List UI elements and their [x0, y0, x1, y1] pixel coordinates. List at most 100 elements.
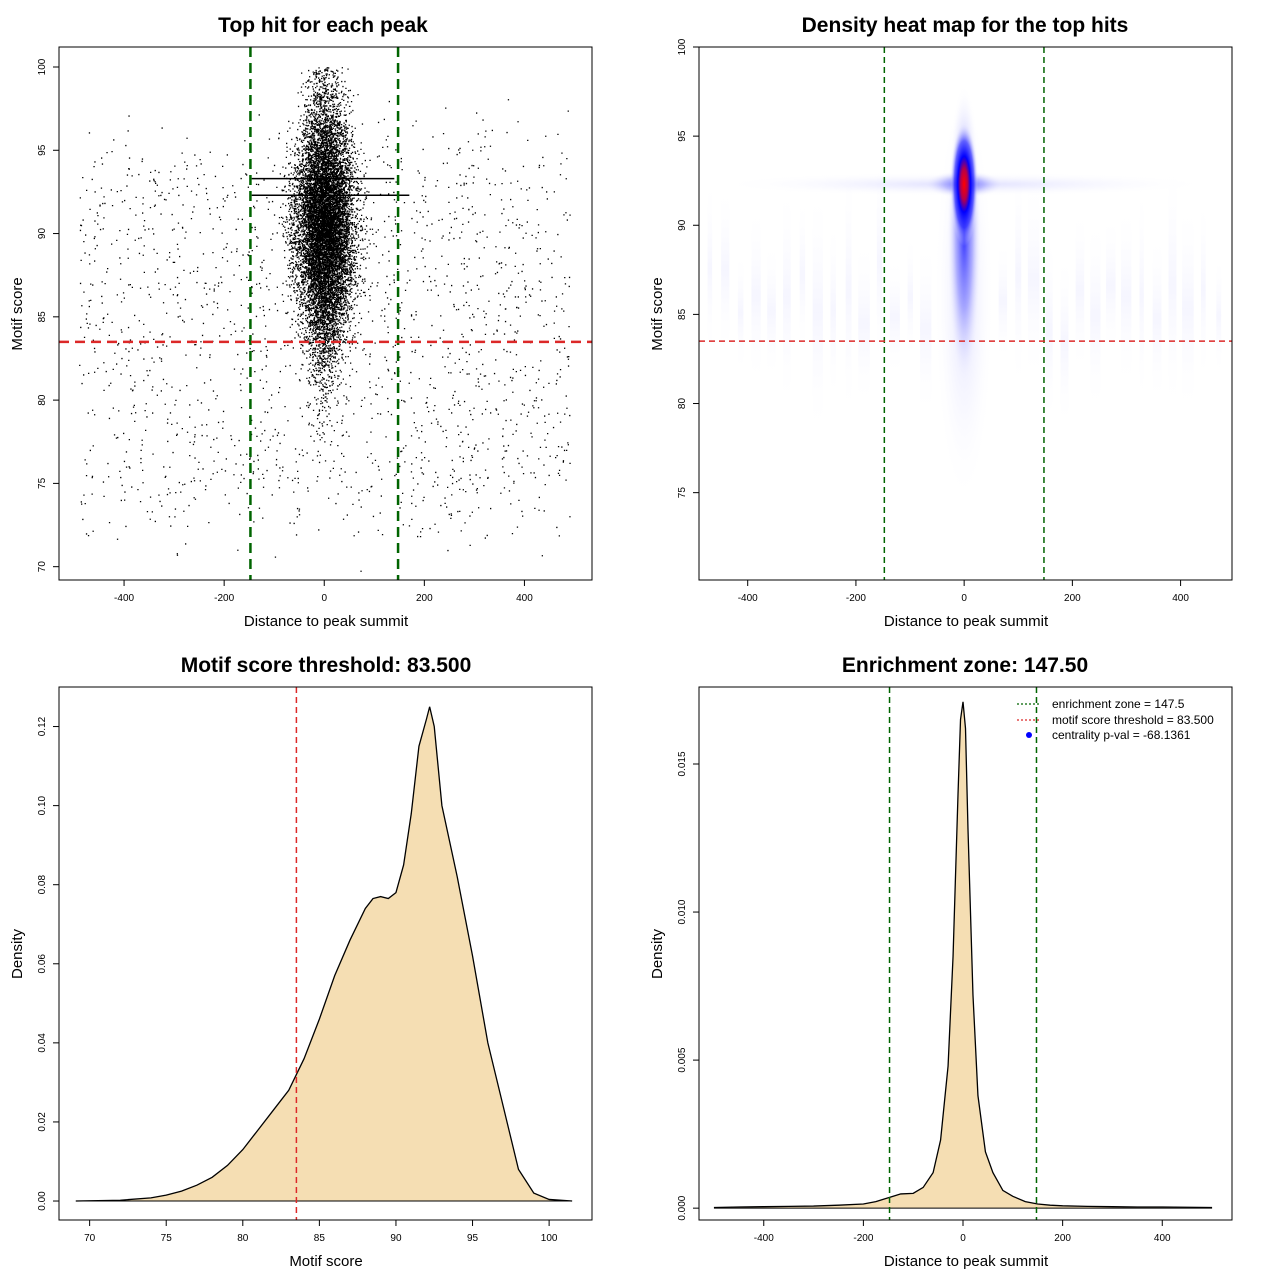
y-tick-label: 0.005	[677, 1047, 688, 1072]
x-tick-label: -200	[853, 1233, 873, 1244]
heatmap-background-streak	[812, 185, 823, 439]
y-tick-label: 70	[37, 561, 48, 573]
distance-density-area	[713, 701, 1213, 1209]
density-curve	[713, 701, 1213, 1209]
heatmap-background-streak	[1139, 183, 1144, 408]
x-tick-label: 200	[416, 593, 433, 604]
x-tick-label: 80	[237, 1233, 249, 1244]
heatmap-background-streak	[845, 157, 852, 422]
x-tick-label: 95	[467, 1233, 479, 1244]
y-tick-label: 90	[37, 228, 48, 240]
x-tick-label: 400	[516, 593, 533, 604]
panel-scatter-title: Top hit for each peak	[218, 14, 428, 37]
panel-distance-density: Enrichment zone: 147.50 Distance to peak…	[649, 654, 1233, 1270]
y-tick-label: 0.08	[37, 875, 48, 895]
x-tick-label: 85	[314, 1233, 326, 1244]
heatmap-background-streak	[1045, 232, 1053, 427]
heatmap-background-streak	[876, 154, 883, 370]
distance-density-axes: -400 -200 0 200 400 0.000 0.005 0.010 0.015	[677, 751, 1171, 1244]
heatmap-background-streak	[799, 196, 806, 355]
heatmap-background-streak	[858, 239, 870, 409]
x-tick-label: 400	[1154, 1233, 1171, 1244]
x-tick-label: 200	[1054, 1233, 1071, 1244]
heatmap-background-streak	[830, 218, 836, 404]
score-density-area	[75, 706, 573, 1202]
heatmap-background-streak	[1152, 232, 1162, 406]
y-tick-label: 75	[37, 477, 48, 489]
heatmap-background-streak	[707, 177, 713, 361]
panel-scatter-ylabel: Motif score	[9, 277, 26, 350]
heatmap-background-streak	[737, 250, 744, 375]
heatmap-background-streak	[1216, 254, 1222, 377]
scatter-axes: -400 -200 0 200 400 70 75 80 85 90 95 100	[37, 58, 533, 604]
y-tick-label: 90	[677, 219, 688, 231]
panel-score-density-xlabel: Motif score	[289, 1253, 362, 1270]
scatter-overlay	[59, 47, 592, 580]
y-tick-label: 0.04	[37, 1033, 48, 1053]
panel-distance-density-xlabel: Distance to peak summit	[884, 1253, 1049, 1270]
y-tick-label: 0.10	[37, 795, 48, 815]
panel-score-density-ylabel: Density	[9, 928, 26, 979]
y-tick-label: 0.000	[677, 1195, 688, 1220]
panel-scatter: Top hit for each peak Distance to peak s…	[9, 14, 593, 630]
y-tick-label: 100	[37, 58, 48, 75]
legend-centrality-swatch	[1026, 732, 1032, 738]
score-density-plot-frame	[58, 686, 593, 1221]
x-tick-label: 0	[961, 593, 967, 604]
x-tick-label: 90	[390, 1233, 402, 1244]
heatmap-background-streak	[1200, 197, 1206, 385]
panel-heatmap-xlabel: Distance to peak summit	[884, 613, 1049, 630]
x-tick-label: 0	[321, 593, 327, 604]
heatmap-axes: -400 -200 0 200 400 75 80 85 90 95 100	[677, 38, 1189, 604]
heatmap-background-streak	[920, 240, 932, 419]
y-tick-label: 95	[677, 130, 688, 142]
legend-threshold-label: motif score threshold = 83.500	[1052, 713, 1214, 727]
heatmap-background-streak	[1075, 207, 1085, 375]
score-density-axes: 70 75 80 85 90 95 100 0.00 0.02 0.04 0.06 0.08 0.10 0…	[37, 716, 558, 1244]
y-tick-label: 85	[677, 308, 688, 320]
density-area-fill	[75, 706, 573, 1202]
heatmap-background-streak	[998, 239, 1008, 363]
y-tick-label: 0.02	[37, 1112, 48, 1132]
panel-score-density-title: Motif score threshold: 83.500	[181, 654, 472, 677]
y-tick-label: 0.12	[37, 716, 48, 736]
scatter-point	[79, 67, 571, 572]
x-tick-label: 0	[960, 1233, 966, 1244]
x-tick-label: 70	[84, 1233, 96, 1244]
heatmap-background-streak	[1168, 155, 1177, 416]
heatmap-background-streak	[1182, 201, 1194, 416]
y-tick-label: 85	[37, 311, 48, 323]
panel-distance-density-ylabel: Density	[649, 928, 666, 979]
distance-density-plot-frame	[698, 686, 1233, 1221]
heatmap-overlay	[699, 47, 1232, 580]
legend-centrality-label: centrality p-val = -68.1361	[1052, 728, 1191, 742]
y-tick-label: 100	[677, 38, 688, 55]
heatmap-peak-core	[950, 122, 979, 247]
x-tick-label: 200	[1064, 593, 1081, 604]
x-tick-label: 100	[541, 1233, 558, 1244]
y-tick-label: 80	[37, 394, 48, 406]
heatmap-density	[707, 84, 1222, 507]
legend-enrichment-zone-label: enrichment zone = 147.5	[1052, 697, 1185, 711]
y-tick-label: 95	[37, 144, 48, 156]
heatmap-background-streak	[767, 241, 776, 381]
panel-heatmap-title: Density heat map for the top hits	[802, 14, 1129, 37]
y-tick-label: 80	[677, 398, 688, 410]
heatmap-background-streak	[1015, 157, 1022, 394]
scatter-plot-frame	[58, 46, 593, 581]
x-tick-label: -400	[738, 593, 758, 604]
heatmap-background-streak	[1106, 213, 1116, 358]
y-tick-label: 0.06	[37, 954, 48, 974]
x-tick-label: -400	[114, 593, 134, 604]
panel-heatmap: Density heat map for the top hits Distan…	[649, 14, 1233, 630]
density-curve	[75, 706, 573, 1202]
heatmap-background-streak	[751, 204, 761, 387]
distance-density-overlay	[888, 687, 1038, 1220]
panel-heatmap-ylabel: Motif score	[649, 277, 666, 350]
heatmap-background-streak	[907, 232, 914, 362]
density-area-fill	[713, 701, 1213, 1209]
heatmap-background-streak	[1027, 178, 1040, 383]
x-tick-label: -200	[846, 593, 866, 604]
